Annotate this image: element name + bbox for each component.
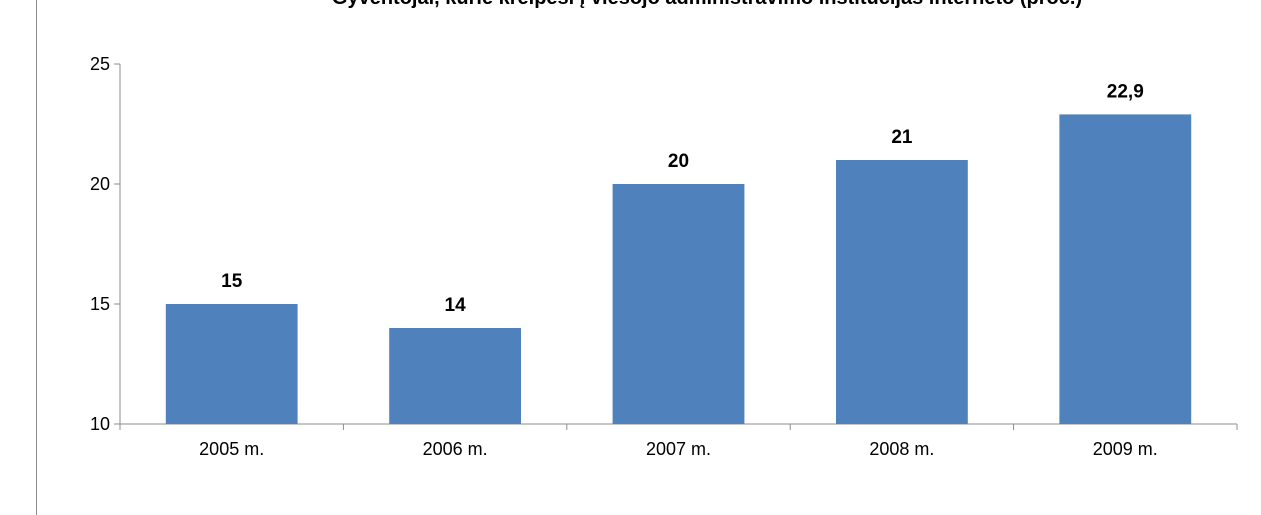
data-labels: 15 14 20 21 22,9 (221, 81, 1144, 316)
bar (612, 184, 745, 424)
bar (165, 304, 298, 424)
y-tick-label: 20 (90, 174, 110, 194)
data-label: 21 (891, 127, 913, 148)
bar (389, 328, 522, 424)
data-label: 14 (445, 295, 467, 316)
bar-chart: Gyventojai, kurie kreipėsi į viešojo adm… (90, 0, 1238, 459)
y-tick-label: 10 (90, 414, 110, 434)
y-tick-label: 15 (90, 294, 110, 314)
x-tick-label: 2005 m. (199, 439, 264, 459)
x-axis: 2005 m. 2006 m. 2007 m. 2008 m. 2009 m. (119, 423, 1238, 459)
x-tick-label: 2008 m. (869, 439, 934, 459)
y-axis: 10 15 20 25 (90, 54, 121, 434)
x-tick-label: 2006 m. (423, 439, 488, 459)
x-tick-label: 2007 m. (646, 439, 711, 459)
bar (835, 160, 968, 424)
data-label: 15 (221, 271, 243, 292)
bar (1059, 114, 1192, 425)
chart-title: Gyventojai, kurie kreipėsi į viešojo adm… (332, 0, 1082, 9)
x-tick-label: 2009 m. (1093, 439, 1158, 459)
chart-area: Gyventojai, kurie kreipėsi į viešojo adm… (36, 0, 1261, 515)
bars (165, 114, 1192, 425)
data-label: 20 (668, 151, 689, 172)
data-label: 22,9 (1107, 81, 1144, 102)
y-tick-label: 25 (90, 54, 110, 74)
